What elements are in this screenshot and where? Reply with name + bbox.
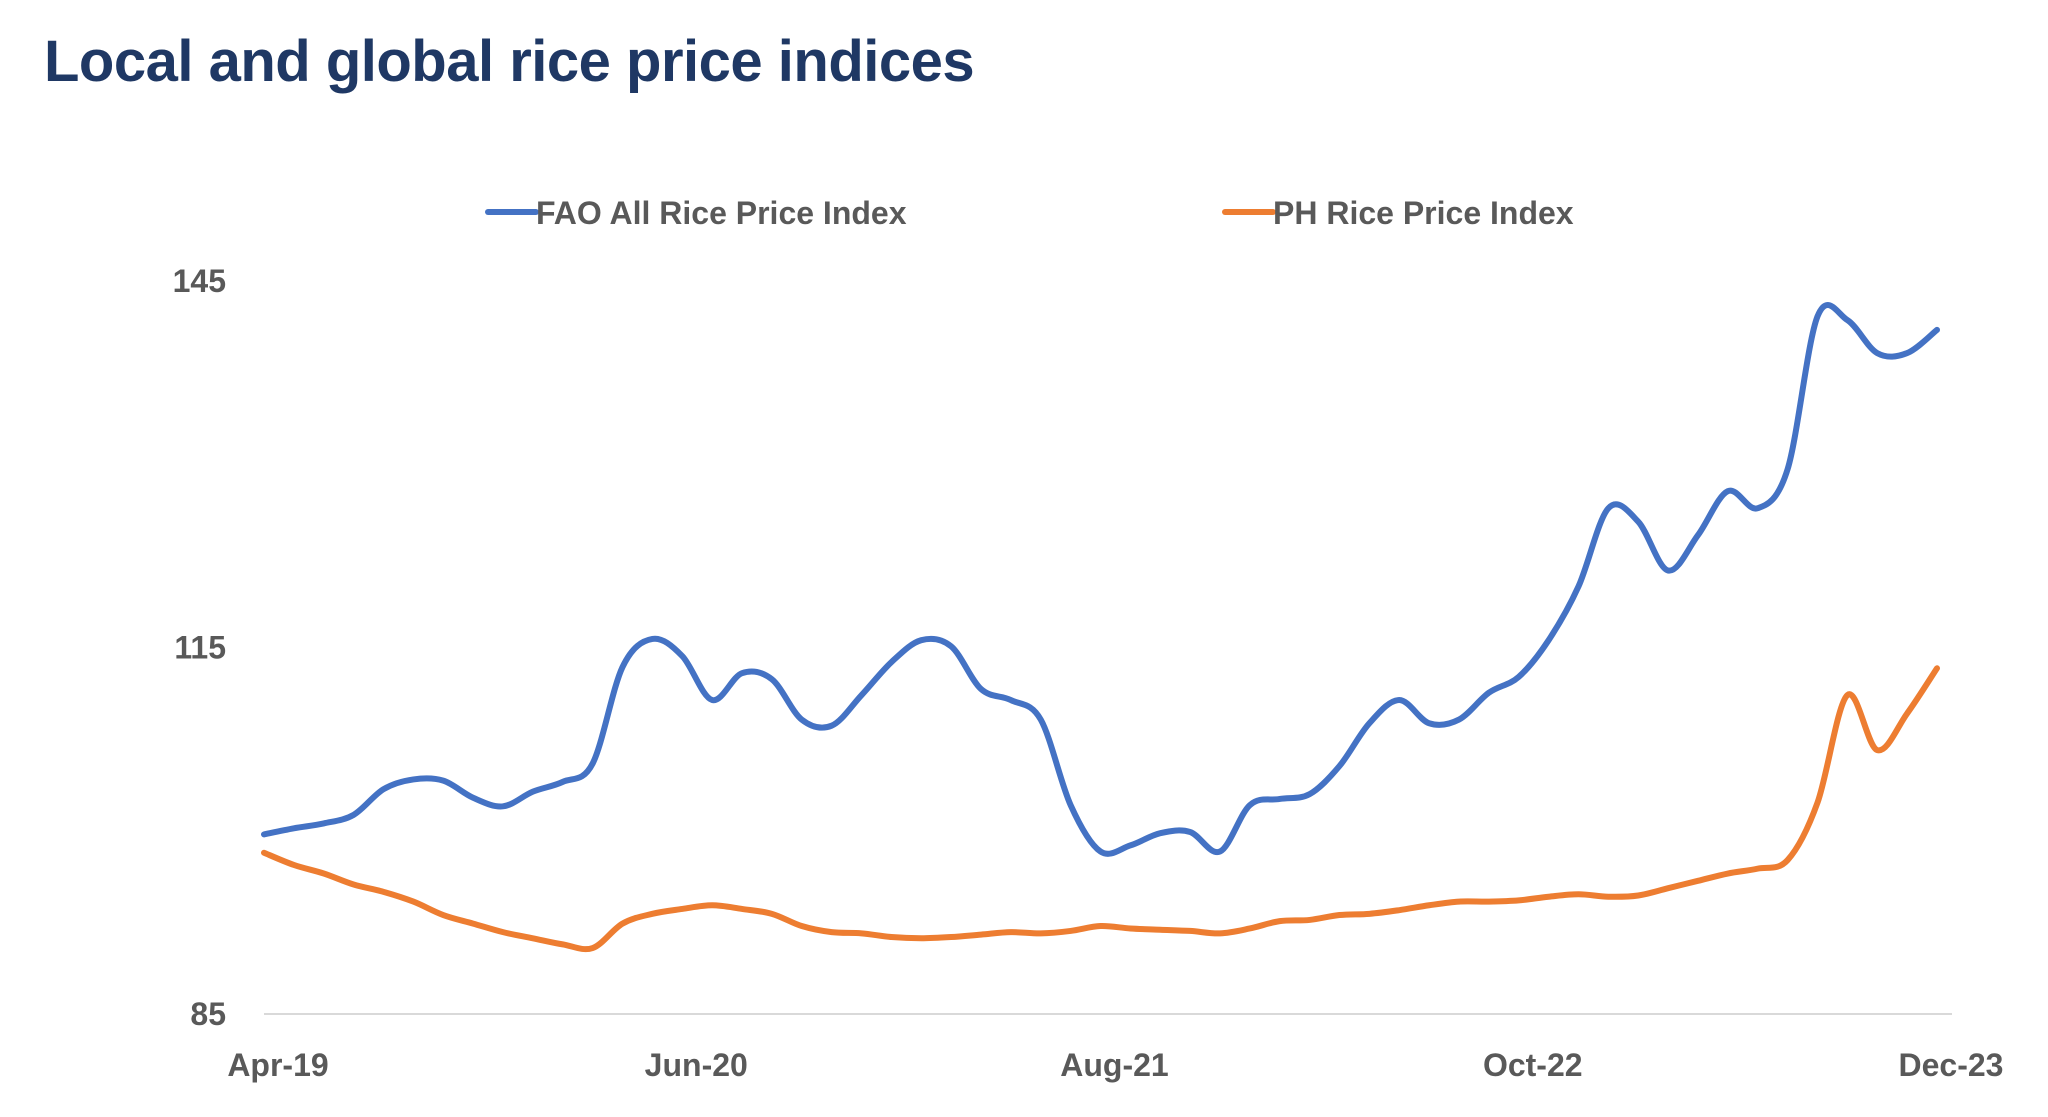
chart-title: Local and global rice price indices [44,29,975,94]
y-tick-label: 115 [174,630,226,666]
y-tick-label: 145 [173,263,226,299]
x-tick-label: Dec-23 [1899,1047,2004,1083]
x-tick-label: Oct-22 [1483,1047,1583,1083]
legend-label: PH Rice Price Index [1273,195,1574,231]
legend-label: FAO All Rice Price Index [536,195,907,231]
series-line-0 [261,302,1940,857]
y-tick-label: 85 [190,996,226,1032]
series-line-1 [261,665,1940,953]
x-tick-label: Aug-21 [1060,1047,1168,1083]
x-tick-label: Jun-20 [645,1047,748,1083]
x-tick-label: Apr-19 [227,1047,328,1083]
